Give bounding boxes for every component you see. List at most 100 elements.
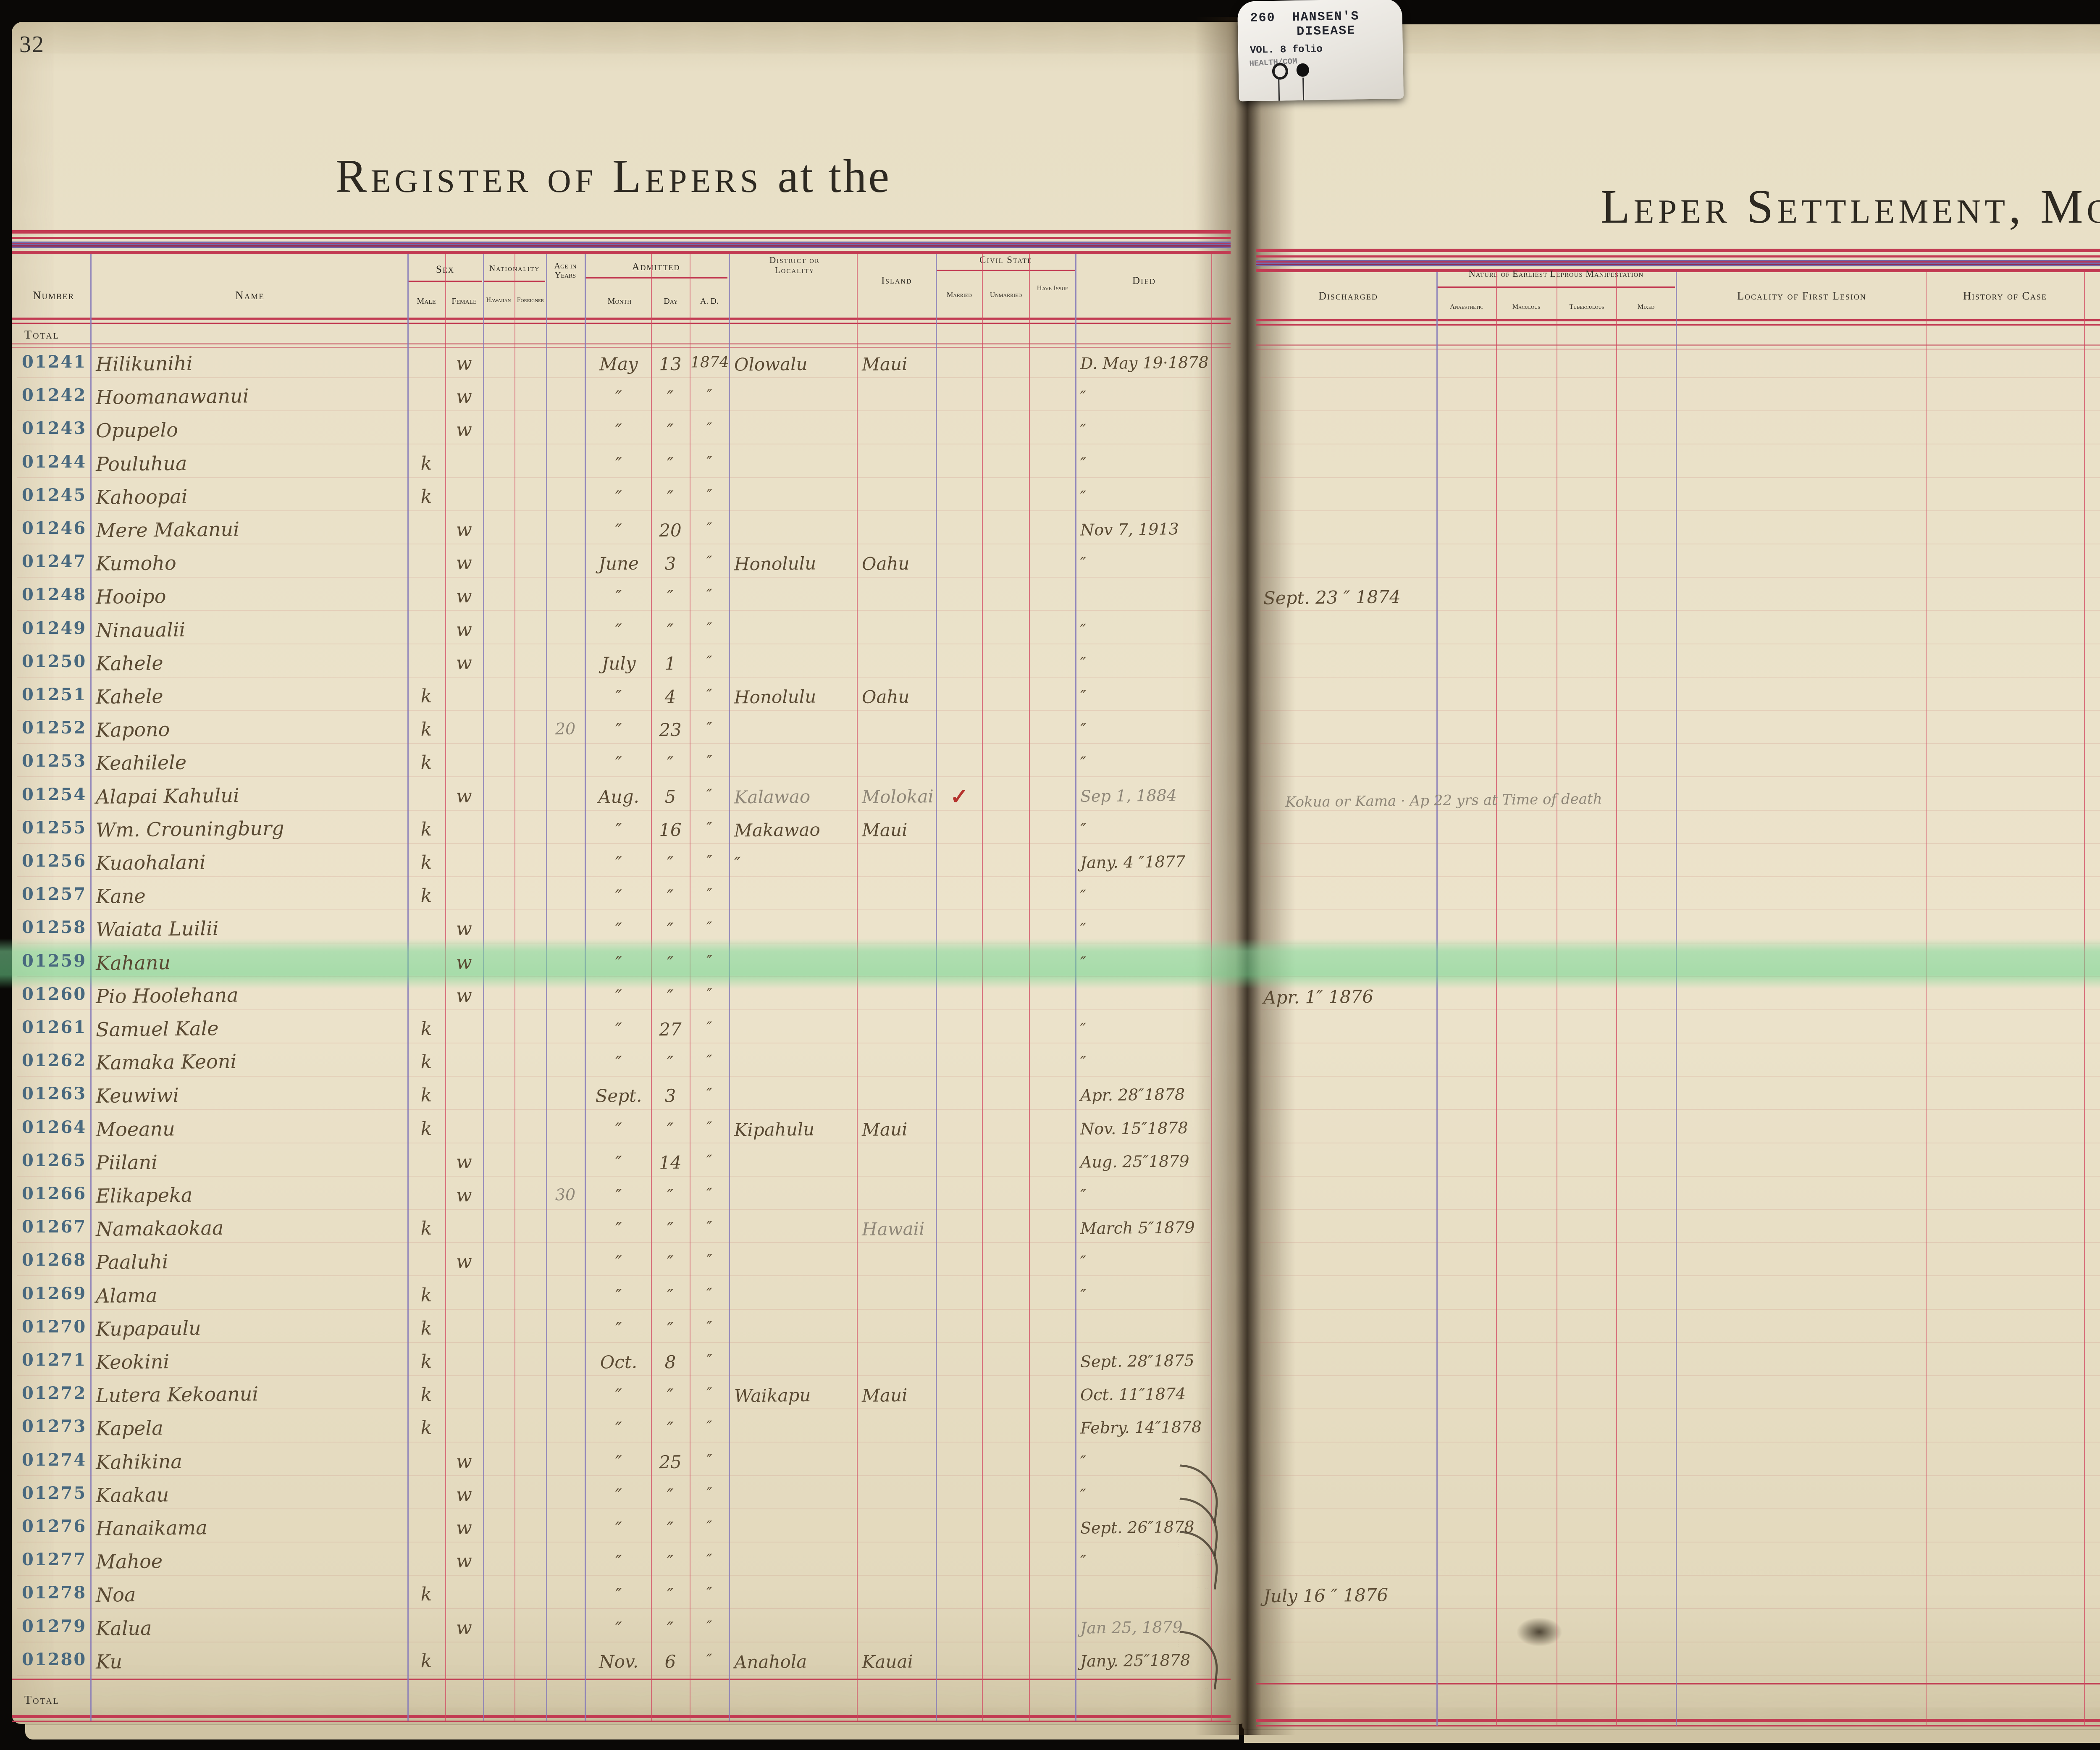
header-rule-right-2 [1256,324,2100,326]
col-header-nature-group: Nature of Earliest Leprous Manifestation [1468,268,1644,279]
row-rule-left [17,1375,1210,1376]
row-rule-right [1260,1575,2100,1576]
row-rule-right [1260,1242,2100,1243]
row-number: 01278 [22,1583,87,1603]
row-rule-right [1260,1209,2100,1210]
cell-year: ″ [706,1318,712,1336]
cell-name: Kaakau [95,1483,169,1507]
ruleband-left [12,230,1231,254]
col-header-district: District or Locality [769,255,820,275]
cell-day: 25 [659,1451,682,1473]
cell-month: ″ [615,1285,622,1306]
row-number: 01273 [22,1416,87,1436]
row-number: 01261 [22,1017,87,1037]
cell-female: w [456,652,472,674]
cell-name: Hoomanawanui [95,384,249,409]
cell-died: ″ [1080,1286,1087,1305]
cell-day: ″ [667,586,674,607]
cell-male: k [420,885,432,907]
cell-year: ″ [706,1119,712,1137]
cell-year: ″ [706,752,712,770]
row-rule-left [17,1076,1210,1077]
row-rule-right [1260,1442,2100,1443]
cell-day: ″ [667,985,674,1007]
cell-year: ″ [706,1285,712,1303]
title-right: Leper Settlement, Molokai [1600,180,2100,233]
cell-day: ″ [667,1119,674,1140]
cell-year: ″ [706,952,712,970]
col-header-civil-state: Civil State [979,255,1032,265]
cell-year: ″ [706,852,712,870]
cell-day: 3 [664,553,676,574]
admitted-group-underline [585,277,727,279]
cell-name: Mere Makanui [95,518,240,542]
row-rule-right [1260,1375,2100,1376]
cell-day: ″ [667,919,674,940]
page-stack-edge-right [1244,1729,2100,1743]
cell-month: ″ [615,1119,622,1140]
cell-month: ″ [615,1618,622,1639]
col-header-day: Day [664,297,678,306]
cell-day: ″ [667,1185,674,1206]
cell-female: w [456,1484,472,1506]
cell-loc: Kalawao [734,786,811,808]
row-rule-left [17,1109,1210,1110]
cell-isl: Molokai [861,786,934,807]
cell-name: Kane [95,884,146,908]
archive-label-line1: 260 HANSEN'S [1250,9,1360,26]
cell-month: Nov. [598,1651,639,1672]
row-rule-left [17,1408,1210,1409]
cell-female: w [456,552,472,574]
col-header-discharged: Discharged [1318,290,1378,302]
row-number: 01256 [22,851,87,871]
cell-died: ″ [1080,820,1087,839]
cell-month: ″ [615,420,622,441]
row-number: 01241 [22,352,87,372]
cell-month: ″ [615,952,622,974]
label-pin-stem-2 [1302,77,1305,100]
cell-male: k [420,718,432,741]
title-left-main: Register of Lepers [335,150,762,202]
col-header-hawaiian: Hawaiian [486,297,511,304]
row-number: 01263 [22,1084,87,1104]
cell-year: ″ [706,1052,712,1070]
cell-day: 16 [659,819,682,841]
cell-name: Kahele [95,652,163,675]
cell-day: ″ [667,1318,674,1340]
cell-year: ″ [706,420,712,438]
cell-died: Nov. 15″1878 [1080,1118,1188,1138]
row-rule-left [17,810,1210,811]
cell-day: ″ [667,453,674,475]
cell-year: ″ [706,620,712,638]
row-number: 01269 [22,1284,87,1303]
row-rule-right [1260,843,2100,844]
cell-day: 13 [659,353,682,375]
row-rule-right [1260,1076,2100,1077]
row-number: 01255 [22,818,87,838]
row-number: 01268 [22,1250,87,1270]
row-rule-right [1260,710,2100,711]
cell-male: k [420,851,432,874]
cell-year: ″ [706,653,712,671]
header-rule-right-1 [1256,319,2100,321]
row-rule-left [17,1575,1210,1576]
column-line-right-5 [1926,272,1927,1726]
cell-male: k [420,452,432,475]
cell-female: w [456,985,472,1007]
cell-year: ″ [706,1019,712,1037]
cell-female: w [456,585,472,607]
cell-month: ″ [615,819,622,841]
row-rule-left [17,410,1210,411]
cell-died: Oct. 11″1874 [1080,1384,1186,1404]
cell-name: Moeanu [95,1117,175,1141]
cell-female: w [456,1184,472,1206]
col-header-age: Age in Years [554,261,577,280]
cell-month: ″ [615,1052,622,1073]
cell-name: Lutera Kekoanui [95,1382,259,1407]
row-number: 01259 [22,951,87,971]
cell-male: k [420,752,432,774]
cell-name: Kahanu [95,951,171,975]
cell-year: ″ [706,386,712,405]
cell-year: ″ [706,985,712,1004]
row-rule-left [17,477,1210,478]
